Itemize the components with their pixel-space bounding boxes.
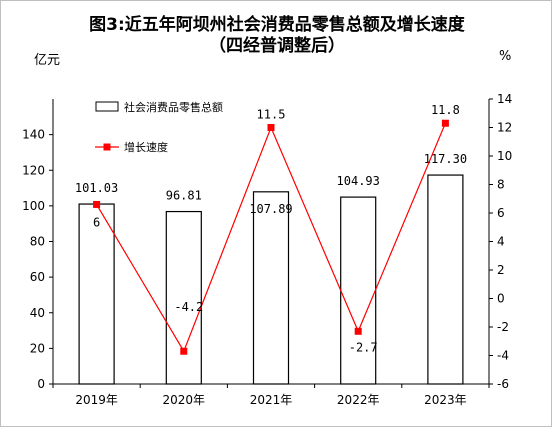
chart-subtitle: （四经普调整后）: [209, 36, 345, 56]
growth-point: [267, 124, 275, 131]
left-axis-tick-label: 60: [30, 270, 45, 284]
right-axis-tick-label: 6: [497, 206, 505, 220]
growth-point: [93, 200, 101, 208]
legend-line-label: 增长速度: [124, 140, 168, 154]
right-axis-tick-label: 2: [497, 263, 505, 277]
right-axis-unit: %: [499, 49, 512, 64]
growth-data-label: -4.2: [174, 300, 203, 314]
x-axis-tick-label: 2021年: [250, 393, 293, 407]
left-axis-tick-label: 80: [30, 235, 45, 249]
right-axis-tick-label: 4: [497, 235, 505, 249]
growth-data-label: 11.5: [257, 108, 286, 122]
growth-data-label: 11.8: [431, 103, 460, 117]
bar: [78, 203, 115, 385]
right-axis-tick-label: -6: [497, 377, 509, 391]
bar-data-label: 107.89: [249, 202, 292, 216]
right-axis-tick-label: -4: [497, 349, 509, 363]
growth-point: [180, 347, 188, 355]
x-axis-tick-label: 2020年: [163, 393, 206, 407]
right-axis-tick-label: 10: [497, 149, 512, 163]
left-axis-tick-label: 0: [37, 377, 45, 391]
right-axis-tick-label: 8: [497, 178, 505, 192]
x-axis-tick-label: 2019年: [75, 393, 118, 407]
bar-data-label: 104.93: [337, 174, 380, 188]
growth-point: [354, 327, 362, 335]
x-axis-tick-label: 2022年: [337, 393, 380, 407]
left-axis-tick-label: 20: [30, 341, 45, 355]
legend-line-marker: [103, 143, 111, 151]
legend-bar-swatch: [95, 101, 119, 112]
growth-point: [441, 119, 449, 127]
growth-data-label: -2.7: [349, 340, 378, 354]
bar-data-label: 101.03: [75, 181, 118, 195]
left-axis-tick-label: 100: [22, 199, 45, 213]
bar-data-label: 96.81: [166, 189, 202, 203]
growth-data-label: 6: [93, 215, 100, 229]
left-axis-tick-label: 120: [22, 163, 45, 177]
bar-data-label: 117.30: [424, 152, 467, 166]
right-axis-tick-label: 14: [497, 92, 512, 106]
bar: [340, 196, 377, 385]
bar: [252, 191, 290, 385]
legend-bar-label: 社会消费品零售总额: [124, 100, 223, 114]
right-axis-tick-label: 12: [497, 121, 512, 135]
bar: [427, 174, 464, 385]
x-axis-tick-label: 2023年: [424, 393, 467, 407]
left-axis-tick-label: 40: [30, 306, 45, 320]
chart-title: 图3:近五年阿坝州社会消费品零售总额及增长速度: [89, 15, 465, 35]
bar: [165, 210, 202, 385]
right-axis-tick-label: -2: [497, 320, 509, 334]
right-axis-tick-label: 0: [497, 292, 505, 306]
left-axis-tick-label: 140: [22, 128, 45, 142]
left-axis-unit: 亿元: [34, 53, 61, 68]
